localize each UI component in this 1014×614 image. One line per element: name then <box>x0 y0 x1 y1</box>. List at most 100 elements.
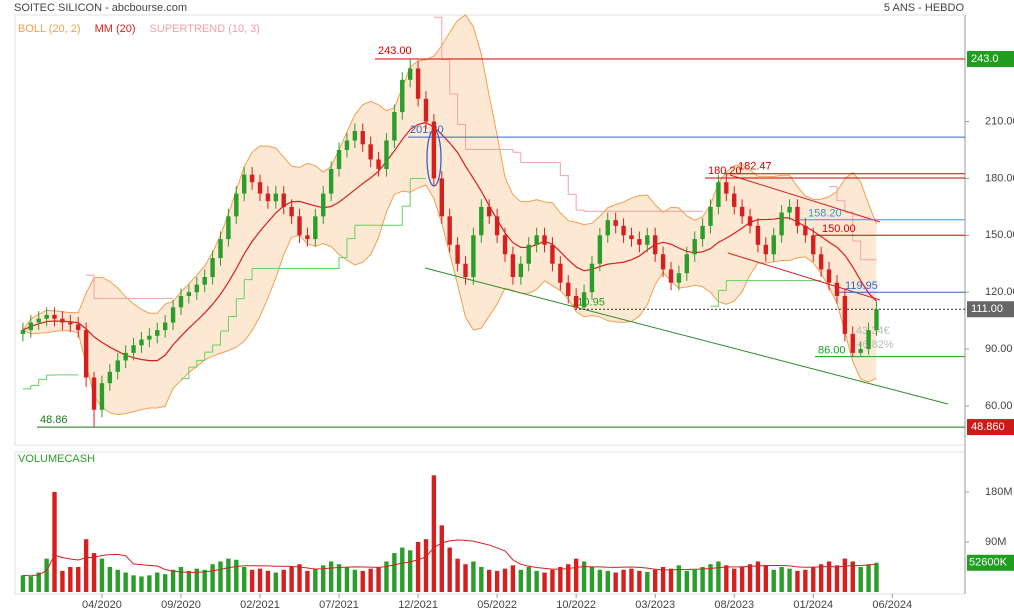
candle-body <box>115 360 120 372</box>
supertrend <box>568 193 577 211</box>
volume-bar <box>297 564 302 592</box>
candle-body <box>265 193 271 202</box>
volume-bar <box>494 570 500 592</box>
candle-body <box>210 258 215 278</box>
candle-body <box>621 225 626 236</box>
candle-body <box>502 235 508 255</box>
volume-bar <box>44 558 49 592</box>
volume-bar <box>732 568 737 592</box>
supertrend <box>505 149 514 153</box>
volume-bar <box>123 572 128 592</box>
candle-body <box>676 273 682 283</box>
volume-bar <box>139 576 144 592</box>
volume-bar <box>162 574 168 592</box>
x-tick-label: 02/2021 <box>240 599 280 611</box>
volume-bar <box>76 567 81 592</box>
candle-body <box>123 352 128 361</box>
volume-bar <box>36 572 41 592</box>
candle-body <box>739 206 745 217</box>
candle-body <box>44 314 49 319</box>
chart-title: SOITEC SILICON - abcbourse.com <box>14 2 187 14</box>
volume-bar <box>131 575 136 592</box>
candle-body <box>566 282 571 296</box>
x-tick-label: 12/2021 <box>398 599 438 611</box>
volume-bar <box>155 572 160 592</box>
note: +6.82% <box>856 339 894 351</box>
supertrend <box>394 206 403 226</box>
bollinger-lower <box>22 184 877 416</box>
volume-bar <box>518 569 524 592</box>
supertrend <box>30 379 40 386</box>
volume-bar <box>392 553 397 592</box>
supertrend <box>710 290 719 307</box>
candle-body <box>83 330 89 378</box>
volume-bar <box>558 567 563 592</box>
x-tick-label: 03/2023 <box>635 599 675 611</box>
volume-bar <box>321 565 326 592</box>
volume-bar <box>660 567 666 592</box>
candle-body <box>708 206 713 226</box>
trendline <box>424 267 949 405</box>
supertrend <box>204 345 214 353</box>
candle-body <box>724 182 729 194</box>
supertrend <box>552 162 561 176</box>
volume-bar <box>755 561 761 592</box>
supertrend <box>236 279 245 300</box>
supertrend <box>244 268 253 281</box>
supertrend <box>86 274 95 299</box>
volume-bar <box>724 565 729 592</box>
candle-body <box>313 216 318 240</box>
candle-body <box>771 235 776 255</box>
price-tag <box>967 419 1014 436</box>
candle-body <box>700 225 705 240</box>
volume-bar <box>708 564 713 592</box>
volume-bar <box>115 569 120 592</box>
candle-body <box>52 314 57 319</box>
candle-body <box>589 263 595 293</box>
bollinger-upper <box>22 14 877 331</box>
volume-bar <box>431 475 437 592</box>
candle-body <box>550 244 555 264</box>
volume-bar <box>257 568 263 592</box>
supertrend <box>22 385 32 390</box>
volume-bar <box>218 561 223 592</box>
volume-bar <box>344 567 350 592</box>
candle-body <box>60 318 65 323</box>
volume-bar <box>415 542 421 592</box>
volume-bar <box>502 568 508 592</box>
volume-bar <box>526 567 531 592</box>
candle-body <box>755 225 761 245</box>
candle-body <box>747 216 753 226</box>
candle-body <box>581 292 587 308</box>
chart-subtitle: 5 ANS - HEBDO <box>884 2 965 14</box>
volume-bar <box>763 565 769 592</box>
volume-bar <box>479 567 484 592</box>
volume-bar <box>234 559 239 592</box>
candle-body <box>795 206 800 226</box>
candle-body <box>28 322 34 331</box>
volume-bar <box>178 567 184 592</box>
candle-body <box>20 330 26 334</box>
volume-bar <box>510 565 516 592</box>
candle-body <box>779 212 784 236</box>
volume-bar <box>471 561 476 592</box>
supertrend <box>433 16 443 60</box>
volume-bar <box>645 572 650 592</box>
level-label: 119.95 <box>845 280 878 292</box>
volume-tag-label: 52600K <box>969 557 1008 569</box>
volume-bar <box>60 570 65 592</box>
candle-body <box>518 263 524 278</box>
volume-bar <box>834 565 840 592</box>
supertrend <box>560 175 569 195</box>
supertrend <box>576 209 585 212</box>
volume-bar <box>566 564 571 592</box>
candle-body <box>384 140 389 169</box>
candle-body <box>613 220 618 226</box>
supertrend <box>718 280 727 291</box>
x-tick-label: 01/2024 <box>793 599 833 611</box>
candle-body <box>542 235 547 245</box>
supertrend <box>212 331 221 346</box>
level-label: 86.00 <box>818 345 846 357</box>
volume-bar <box>573 558 579 592</box>
